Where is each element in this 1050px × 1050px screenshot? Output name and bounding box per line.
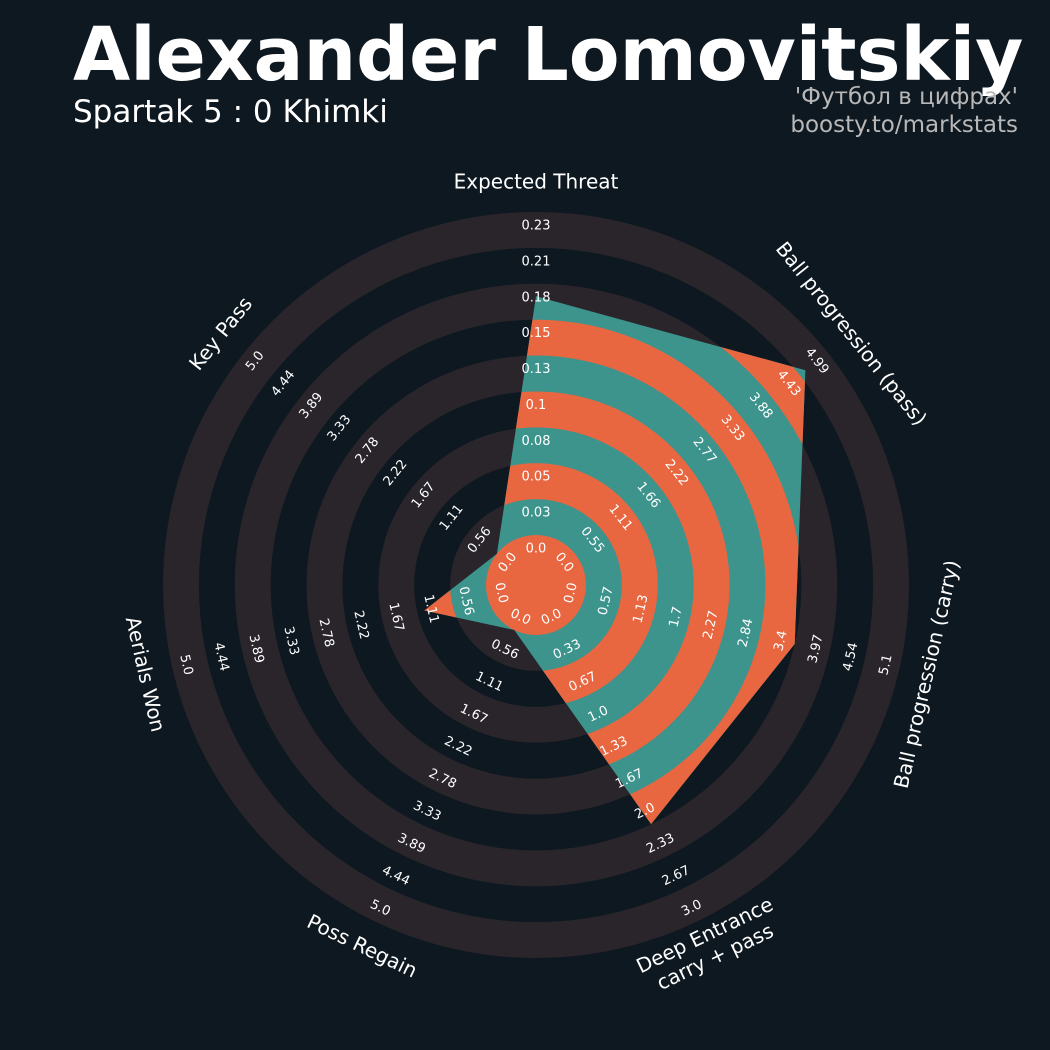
tick-label: 0.56 bbox=[455, 585, 476, 617]
tick-label: 0.05 bbox=[522, 470, 551, 485]
tick-label: 0.13 bbox=[522, 362, 551, 377]
axis-label: Expected Threat bbox=[454, 170, 619, 194]
axis-label-group: Expected Threat bbox=[454, 170, 619, 194]
tick-label: 0.0 bbox=[491, 581, 510, 605]
tick-label: 0.18 bbox=[522, 290, 551, 305]
tick-label: 1.11 bbox=[420, 593, 441, 625]
tick-label: 0.0 bbox=[561, 581, 580, 605]
tick-label: 1.67 bbox=[385, 601, 406, 633]
player-name-title: Alexander Lomovitskiy bbox=[73, 12, 1023, 98]
tick-label: 0.03 bbox=[522, 506, 551, 521]
tick-label: 2.84 bbox=[735, 617, 756, 649]
match-score-subtitle: Spartak 5 : 0 Khimki bbox=[73, 94, 388, 130]
tick-label: 1.7 bbox=[666, 605, 685, 629]
tick-label: 2.78 bbox=[315, 617, 336, 649]
tick-label: 0.21 bbox=[522, 254, 551, 269]
tick-label: 4.44 bbox=[210, 641, 231, 673]
tick-label: 3.89 bbox=[245, 633, 266, 665]
value-stripe-core bbox=[486, 535, 586, 635]
credit-line-2: boosty.to/markstats bbox=[790, 112, 1018, 138]
tick-label: 0.23 bbox=[522, 219, 551, 234]
tick-label: 5.0 bbox=[176, 653, 195, 677]
tick-label: 5.1 bbox=[876, 653, 895, 677]
tick-label: 2.27 bbox=[701, 609, 722, 641]
tick-labels: 0.0 0.03 0.05 0.08 0.1 0.13 0.15 0.18 0.21 0.23 0.… bbox=[176, 219, 895, 920]
tick-label: 2.22 bbox=[350, 609, 371, 641]
tick-label: 3.97 bbox=[805, 633, 826, 665]
tick-label: 0.08 bbox=[522, 434, 551, 449]
tick-label: 0.57 bbox=[596, 585, 617, 617]
tick-label: 1.13 bbox=[631, 593, 652, 625]
tick-label: 0.0 bbox=[526, 542, 547, 557]
tick-label: 3.33 bbox=[280, 625, 301, 657]
credit-line-1: 'Футбол в цифрах' bbox=[795, 84, 1018, 110]
tick-label: 3.4 bbox=[771, 629, 790, 653]
tick-label: 0.1 bbox=[526, 398, 547, 413]
tick-label: 4.54 bbox=[840, 641, 861, 673]
tick-label: 0.15 bbox=[522, 326, 551, 341]
